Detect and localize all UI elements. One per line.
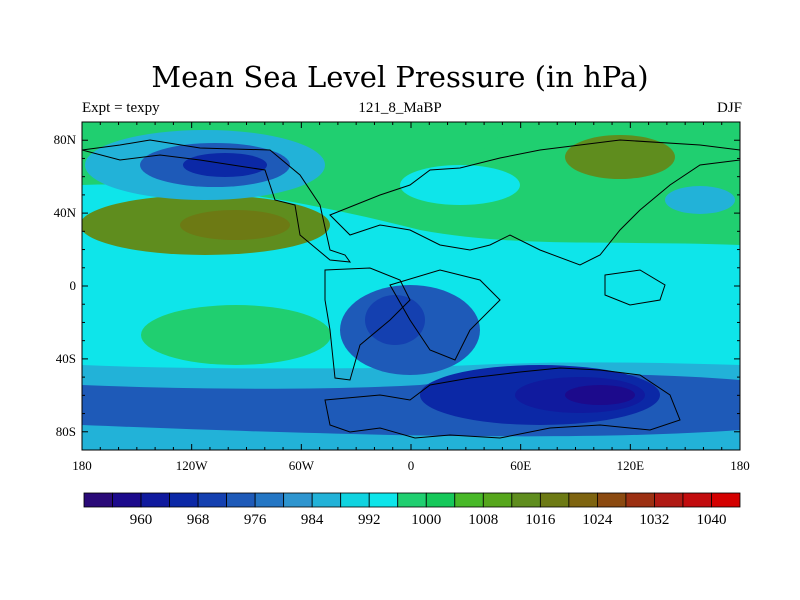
colorbar-swatch	[596, 492, 627, 508]
colorbar-label: 976	[244, 512, 267, 528]
colorbar-swatch	[226, 492, 256, 508]
y-tick-label: 40S	[56, 351, 76, 366]
colorbar-swatch	[368, 492, 399, 508]
colorbar-swatch	[112, 492, 142, 508]
y-tick-label: 80N	[54, 132, 77, 147]
north-pacific-high-core	[180, 210, 290, 240]
y-tick-label: 0	[70, 278, 77, 293]
colorbar-label: 984	[301, 512, 324, 528]
season-label: DJF	[716, 100, 742, 116]
antarctica-outline	[324, 367, 681, 439]
experiment-label: Expt = texpy	[82, 100, 160, 116]
colorbar-swatch	[425, 492, 456, 508]
coastlines	[82, 139, 740, 439]
colorbar-swatch	[539, 492, 570, 508]
colorbar-label: 1008	[468, 512, 498, 528]
colorbar-label: 992	[358, 512, 381, 528]
colorbar-label: 1032	[639, 512, 669, 528]
colorbar-label: 1000	[411, 512, 441, 528]
south-pacific-high	[141, 305, 331, 365]
africa-outline	[389, 269, 501, 361]
colorbar-swatch	[568, 492, 598, 508]
chart-title: Mean Sea Level Pressure (in hPa)	[151, 60, 649, 94]
x-tick-label: 60W	[289, 458, 315, 473]
southern-ocean-low-centre	[565, 385, 635, 405]
colorbar-swatch	[511, 492, 541, 508]
colorbar-swatch	[454, 492, 484, 508]
colorbar-swatch	[169, 492, 199, 508]
colorbar-swatch	[625, 492, 655, 508]
y-tick-label: 40N	[54, 205, 77, 220]
colorbar-swatch	[654, 492, 684, 508]
colorbar-label: 1040	[696, 512, 726, 528]
pressure-field	[82, 122, 740, 450]
y-tick-label: 80S	[56, 424, 76, 439]
african-low-core	[365, 295, 425, 345]
x-tick-label: 120W	[176, 458, 209, 473]
eurasia-outline	[329, 139, 740, 266]
colorbar-swatch	[397, 492, 427, 508]
colorbar-swatch	[711, 492, 741, 508]
colorbar-swatch	[83, 492, 113, 508]
colorbar-swatch	[254, 492, 285, 508]
axis-ticks: 180 120W 60W 0 60E 120E 180 80N 40N 0 40S 80S	[54, 121, 750, 473]
x-tick-label: 180	[730, 458, 750, 473]
colorbar-label: 968	[187, 512, 210, 528]
colorbar-swatch	[283, 492, 313, 508]
colorbar-label: 1024	[582, 512, 613, 528]
colorbar-swatch	[482, 492, 513, 508]
australia-outline	[604, 269, 666, 306]
x-tick-label: 180	[72, 458, 92, 473]
atlantic-trough	[400, 165, 520, 205]
colorbar-swatch	[682, 492, 712, 508]
colorbar-swatch	[340, 492, 370, 508]
colorbar-swatch	[140, 492, 170, 508]
x-tick-label: 120E	[617, 458, 645, 473]
x-tick-label: 60E	[510, 458, 531, 473]
north-america-outline	[82, 139, 352, 263]
colorbar-swatch	[197, 492, 228, 508]
x-tick-label: 0	[408, 458, 415, 473]
siberian-high	[565, 135, 675, 179]
west-pacific-low	[665, 186, 735, 214]
colorbar-swatch	[311, 492, 342, 508]
colorbar: 960 968 976 984 992 1000 1008 1016 1024 1032 1040	[83, 492, 741, 528]
colorbar-label: 1016	[525, 512, 556, 528]
aleutian-low-core	[183, 153, 267, 177]
south-america-outline	[324, 267, 411, 381]
run-label: 121_8_MaBP	[358, 100, 442, 116]
colorbar-label: 960	[130, 512, 153, 528]
